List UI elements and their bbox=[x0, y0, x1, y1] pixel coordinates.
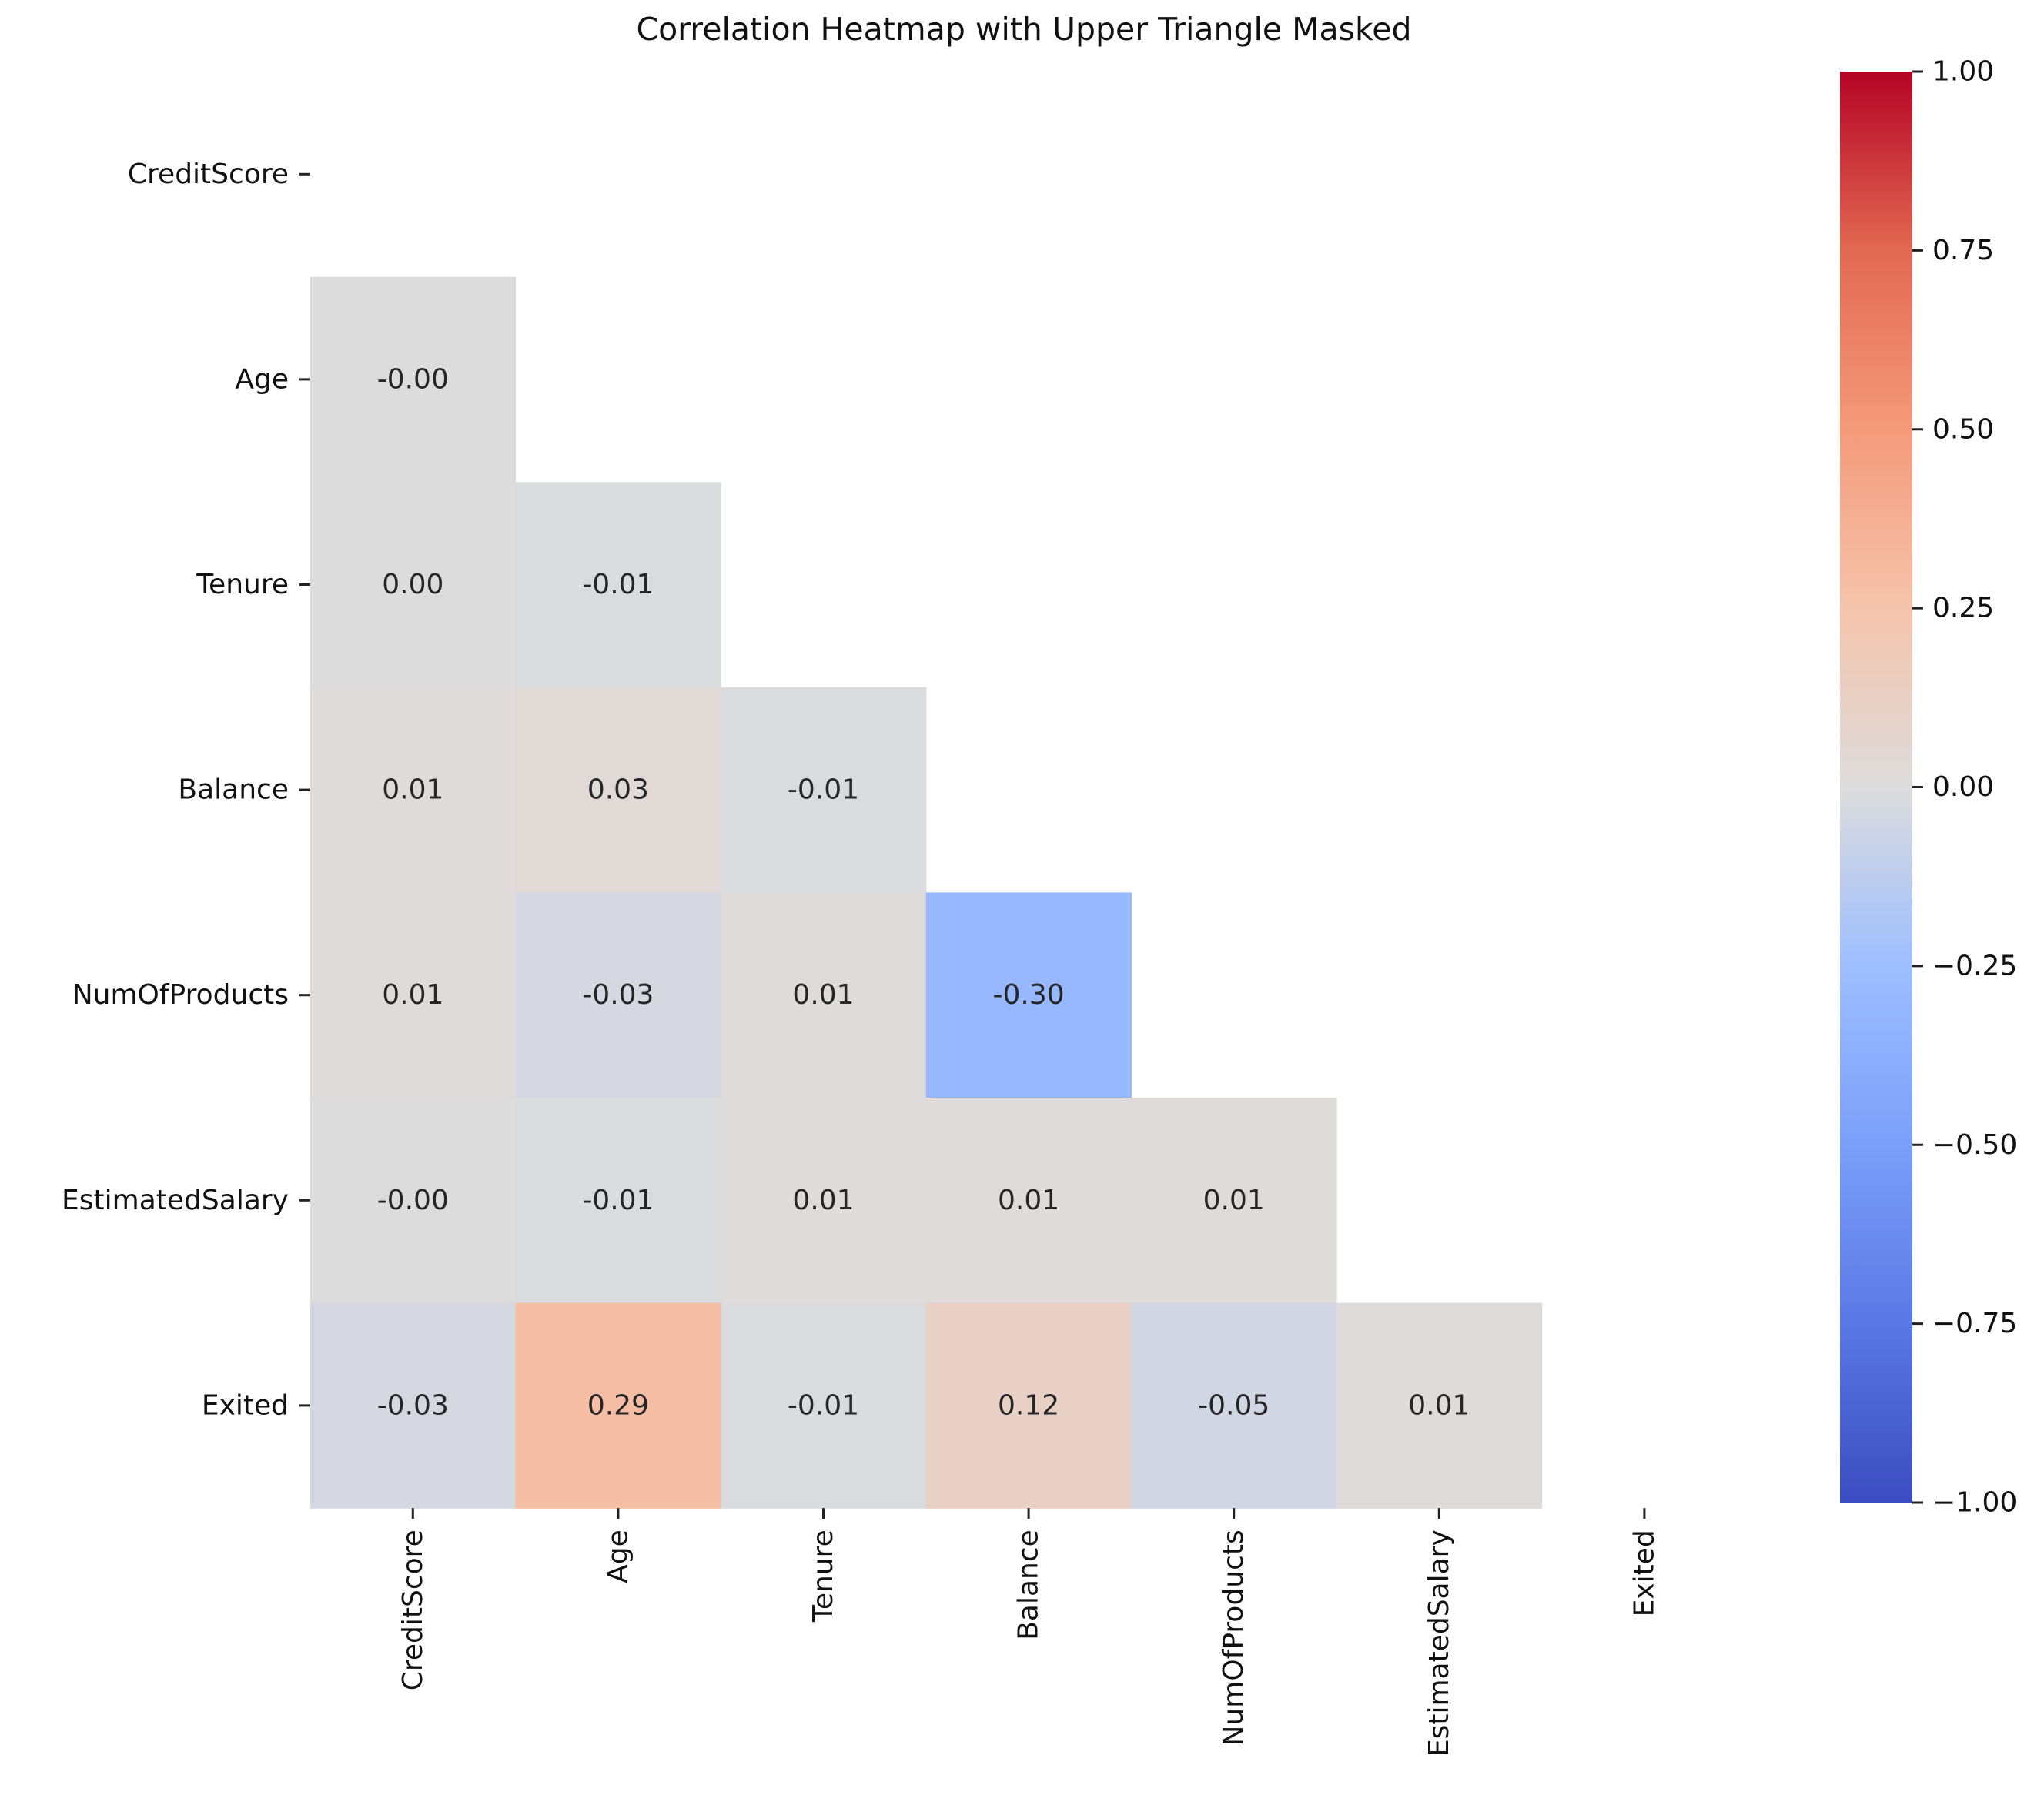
y-tick-label: Balance bbox=[178, 774, 289, 806]
colorbar-gradient bbox=[1840, 72, 1912, 1503]
colorbar-tick-label: 1.00 bbox=[1932, 56, 1994, 88]
colorbar-tick-label: 0.00 bbox=[1932, 771, 1994, 803]
cell-value-label: -0.01 bbox=[582, 569, 654, 600]
x-tick-label: CreditScore bbox=[397, 1530, 429, 1690]
heatmap-cell bbox=[515, 687, 721, 893]
x-tick-label: EstimatedSalary bbox=[1423, 1530, 1455, 1757]
heatmap-cell bbox=[721, 1302, 927, 1509]
x-tick-label: NumOfProducts bbox=[1218, 1530, 1249, 1746]
cell-value-label: -0.01 bbox=[788, 1389, 859, 1421]
cell-value-label: 0.01 bbox=[1203, 1185, 1265, 1216]
heatmap-cell bbox=[925, 1098, 1132, 1304]
heatmap-cell bbox=[310, 482, 517, 688]
colorbar-tick-label: −0.25 bbox=[1932, 950, 2017, 981]
colorbar-tick-label: 0.25 bbox=[1932, 593, 1994, 624]
colorbar: 1.00 0.75 0.50 0.25 0.00 −0.25 −0.50 −0.75 −1.00 bbox=[1840, 56, 2017, 1519]
y-tick-label: Tenure bbox=[196, 569, 289, 600]
colorbar-tick-label: −0.75 bbox=[1932, 1308, 2017, 1339]
chart-title: Correlation Heatmap with Upper Triangle … bbox=[636, 11, 1411, 48]
heatmap-cells bbox=[310, 276, 1543, 1509]
cell-value-label: -0.03 bbox=[582, 979, 654, 1011]
heatmap-cell bbox=[515, 1098, 721, 1304]
x-axis: CreditScore Age Tenure Balance NumOfProducts… bbox=[397, 1508, 1660, 1757]
x-tick-label: Tenure bbox=[808, 1530, 839, 1623]
heatmap-cell bbox=[515, 892, 721, 1098]
colorbar-tick-label: 0.50 bbox=[1932, 413, 1994, 445]
cell-value-label: -0.01 bbox=[582, 1185, 654, 1216]
colorbar-tick-label: −0.50 bbox=[1932, 1129, 2017, 1161]
heatmap-cell bbox=[310, 276, 517, 483]
cell-value-label: 0.01 bbox=[998, 1185, 1059, 1216]
cell-value-label: 0.01 bbox=[792, 979, 854, 1011]
heatmap-cell bbox=[1336, 1302, 1543, 1509]
y-tick-label: CreditScore bbox=[128, 159, 289, 190]
heatmap-cell bbox=[721, 892, 927, 1098]
cell-value-label: 0.00 bbox=[382, 569, 443, 600]
heatmap-cell bbox=[925, 892, 1132, 1098]
heatmap-cell bbox=[721, 687, 927, 893]
cell-labels: -0.00 0.00 -0.01 0.01 0.03 -0.01 0.01 -0.03 0.01… bbox=[377, 363, 1470, 1421]
cell-value-label: -0.01 bbox=[788, 774, 859, 806]
heatmap-cell bbox=[310, 687, 517, 893]
heatmap-cell bbox=[1131, 1098, 1337, 1304]
cell-value-label: 0.01 bbox=[382, 979, 443, 1011]
colorbar-tick-label: −1.00 bbox=[1932, 1487, 2017, 1519]
colorbar-tick-label: 0.75 bbox=[1932, 235, 1994, 266]
x-tick-label: Balance bbox=[1013, 1530, 1045, 1640]
y-tick-label: Age bbox=[235, 363, 289, 395]
cell-value-label: 0.29 bbox=[587, 1389, 649, 1421]
y-axis: CreditScore Age Tenure Balance NumOfProducts… bbox=[62, 159, 310, 1421]
cell-value-label: -0.03 bbox=[377, 1389, 449, 1421]
cell-value-label: -0.30 bbox=[993, 979, 1065, 1011]
heatmap-cell bbox=[310, 1098, 517, 1304]
y-tick-label: EstimatedSalary bbox=[62, 1185, 289, 1216]
cell-value-label: 0.12 bbox=[998, 1389, 1059, 1421]
y-tick-label: NumOfProducts bbox=[72, 979, 289, 1011]
cell-value-label: -0.05 bbox=[1198, 1389, 1270, 1421]
heatmap-cell bbox=[1131, 1302, 1337, 1509]
heatmap-cell bbox=[925, 1302, 1132, 1509]
heatmap-cell bbox=[310, 1302, 517, 1509]
heatmap-cell bbox=[721, 1098, 927, 1304]
cell-value-label: 0.03 bbox=[587, 774, 649, 806]
heatmap-cell bbox=[515, 1302, 721, 1509]
x-tick-label: Age bbox=[602, 1530, 634, 1583]
cell-value-label: 0.01 bbox=[792, 1185, 854, 1216]
x-tick-label: Exited bbox=[1628, 1530, 1660, 1616]
heatmap-cell bbox=[310, 892, 517, 1098]
cell-value-label: -0.00 bbox=[377, 1185, 449, 1216]
heatmap-cell bbox=[515, 482, 721, 688]
cell-value-label: 0.01 bbox=[382, 774, 443, 806]
cell-value-label: -0.00 bbox=[377, 363, 449, 395]
cell-value-label: 0.01 bbox=[1408, 1389, 1470, 1421]
y-tick-label: Exited bbox=[202, 1389, 289, 1421]
